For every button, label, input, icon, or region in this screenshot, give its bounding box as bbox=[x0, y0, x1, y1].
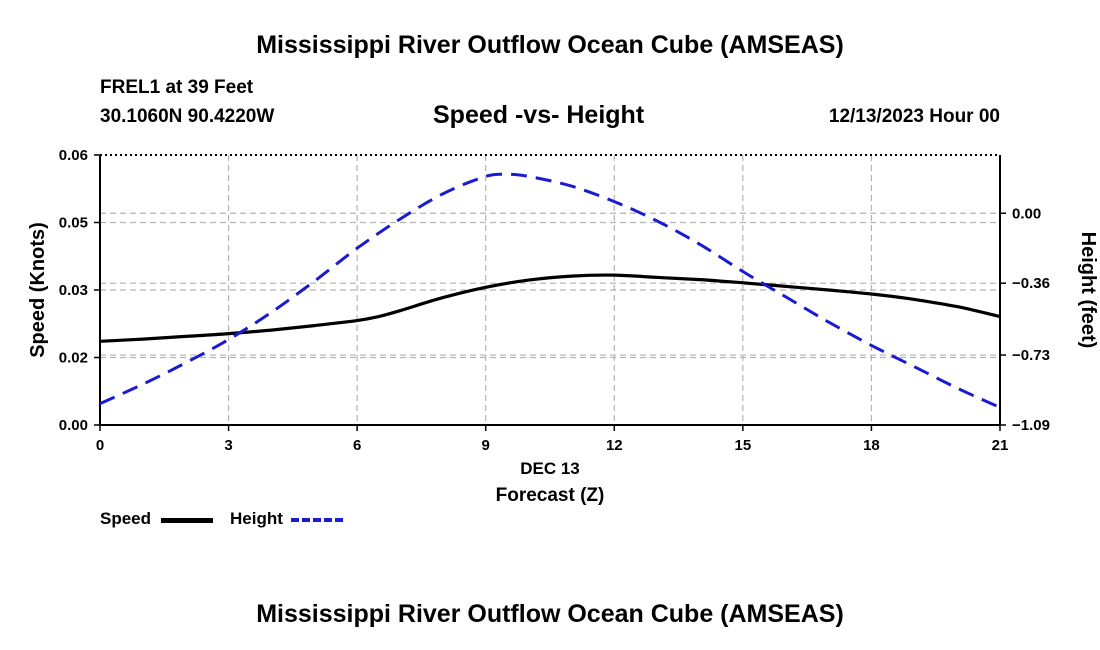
chart-axes bbox=[94, 154, 1006, 431]
x-tick-label: 3 bbox=[224, 437, 232, 454]
y-right-tick-label: −1.09 bbox=[1012, 417, 1050, 434]
y-left-tick-label: 0.00 bbox=[59, 417, 88, 434]
legend-speed-label: Speed bbox=[100, 509, 152, 528]
x-tick-label: 12 bbox=[606, 437, 623, 454]
chart-subtitle: Speed -vs- Height bbox=[433, 101, 645, 129]
y-left-tick-label: 0.02 bbox=[59, 350, 88, 367]
x-tick-label: 21 bbox=[992, 437, 1009, 454]
y-left-tick-label: 0.06 bbox=[59, 147, 88, 164]
y-left-axis-title: Speed (Knots) bbox=[27, 222, 49, 358]
y-right-axis-title: Height (feet) bbox=[1077, 232, 1099, 349]
legend-height-label: Height bbox=[230, 509, 283, 528]
speed-series-line bbox=[99, 273, 1001, 343]
y-right-tick-label: −0.36 bbox=[1012, 275, 1050, 292]
x-axis-date-label: DEC 13 bbox=[520, 459, 580, 478]
x-tick-label: 18 bbox=[863, 437, 880, 454]
y-right-tick-label: 0.00 bbox=[1012, 205, 1041, 222]
station-coordinates: 30.1060N 90.4220W bbox=[100, 106, 275, 127]
x-tick-label: 0 bbox=[96, 437, 104, 454]
legend-speed-swatch bbox=[161, 518, 213, 523]
x-tick-label: 6 bbox=[353, 437, 361, 454]
page-title: Mississippi River Outflow Ocean Cube (AM… bbox=[256, 31, 844, 59]
y-left-tick-label: 0.05 bbox=[59, 215, 88, 232]
x-tick-label: 15 bbox=[735, 437, 752, 454]
y-right-tick-label: −0.73 bbox=[1012, 347, 1050, 364]
speed-height-chart: 0 3 6 9 12 15 18 21 0.00 0.02 0.03 0.05 0.06 −1.09 −0.… bbox=[27, 147, 1099, 506]
height-series-line bbox=[99, 172, 1001, 409]
x-tick-label: 9 bbox=[482, 437, 490, 454]
chart-grid bbox=[100, 155, 1000, 425]
station-label: FREL1 at 39 Feet bbox=[100, 77, 254, 98]
chart-series bbox=[99, 172, 1001, 409]
chart-labels: 0 3 6 9 12 15 18 21 0.00 0.02 0.03 0.05 0.06 −1.09 −0.… bbox=[27, 147, 1099, 506]
footer-title: Mississippi River Outflow Ocean Cube (AM… bbox=[256, 600, 844, 628]
x-axis-title: Forecast (Z) bbox=[496, 485, 605, 506]
y-left-tick-label: 0.03 bbox=[59, 282, 88, 299]
legend-height-swatch bbox=[291, 518, 343, 522]
forecast-datetime: 12/13/2023 Hour 00 bbox=[828, 106, 1000, 127]
